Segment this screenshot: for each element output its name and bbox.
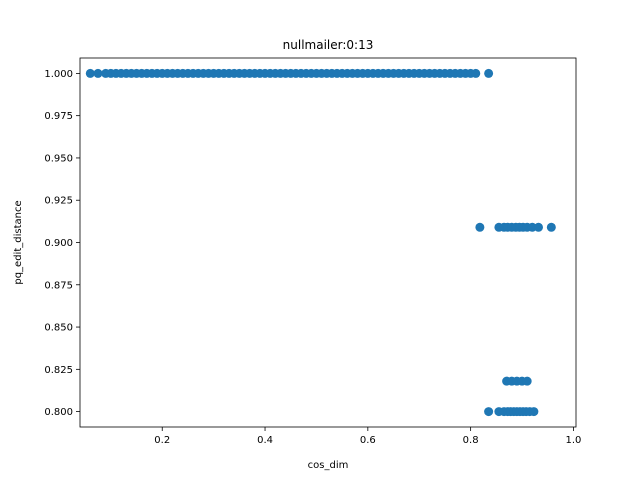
- y-tick-label: 0.900: [44, 238, 73, 249]
- data-point: [93, 68, 103, 78]
- data-point: [471, 68, 481, 78]
- data-point: [529, 407, 539, 417]
- x-tick-label: 1.0: [565, 435, 581, 446]
- y-axis-label: pq_edit_distance: [13, 200, 24, 284]
- data-points: [85, 68, 556, 417]
- data-point: [85, 68, 95, 78]
- data-point: [475, 222, 485, 232]
- data-point: [533, 222, 543, 232]
- y-tick-label: 0.850: [44, 323, 73, 334]
- x-axis-ticks: 0.2 0.4 0.6 0.8 1.0: [154, 427, 581, 446]
- x-axis-label: cos_dim: [308, 460, 349, 471]
- y-tick-label: 1.000: [44, 69, 73, 80]
- y-axis-ticks: 0.800 0.825 0.850 0.875 0.900 0.925 0.950 0.975…: [44, 69, 80, 418]
- x-tick-label: 0.6: [360, 435, 376, 446]
- data-point: [527, 222, 537, 232]
- x-tick-label: 0.8: [463, 435, 479, 446]
- y-tick-label: 0.950: [44, 153, 73, 164]
- y-tick-label: 0.975: [44, 111, 73, 122]
- data-point: [522, 376, 532, 386]
- y-tick-label: 0.825: [44, 365, 73, 376]
- y-tick-label: 0.800: [44, 407, 73, 418]
- data-point: [546, 222, 556, 232]
- y-tick-label: 0.875: [44, 280, 73, 291]
- x-tick-label: 0.4: [257, 435, 273, 446]
- data-point: [484, 68, 494, 78]
- y-tick-label: 0.925: [44, 196, 73, 207]
- chart-title: nullmailer:0:13: [283, 38, 374, 52]
- x-tick-label: 0.2: [154, 435, 170, 446]
- data-point: [484, 407, 494, 417]
